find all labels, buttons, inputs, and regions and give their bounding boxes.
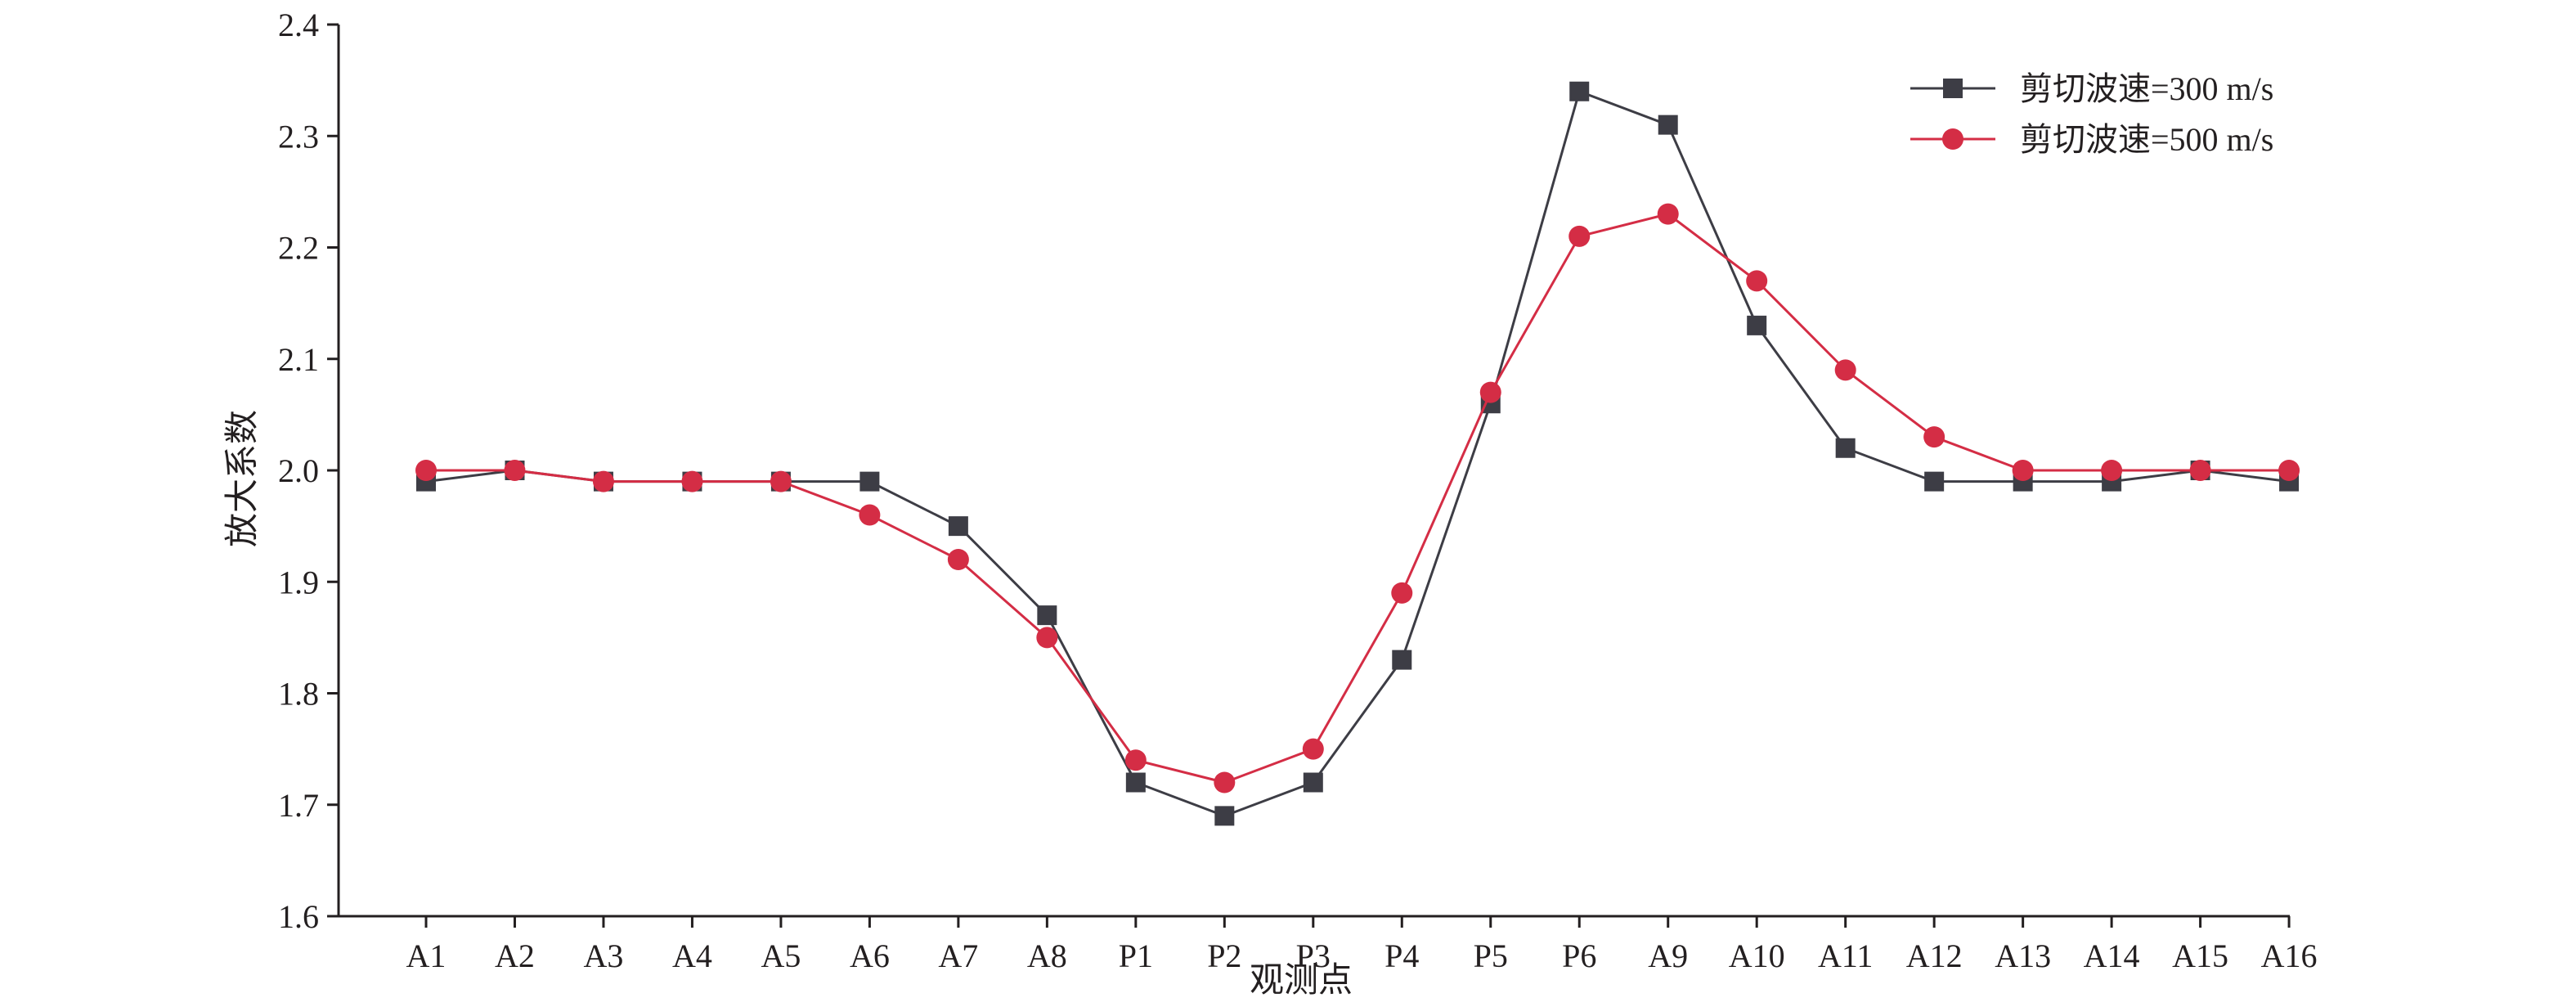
series-line bbox=[425, 89, 2290, 817]
y-tick-label: 1.8 bbox=[278, 676, 319, 713]
legend-marker-circle bbox=[1942, 128, 1963, 150]
legend-label-series-500: 剪切波速=500 m/s bbox=[2020, 121, 2273, 158]
y-axis-title: 放大系数 bbox=[224, 410, 262, 547]
series-line bbox=[426, 212, 2290, 784]
data-point-square bbox=[1658, 115, 1678, 135]
y-tick-label: 2.1 bbox=[278, 341, 319, 378]
data-point-square bbox=[1037, 605, 1057, 626]
data-point-square bbox=[1924, 471, 1945, 492]
data-point-circle bbox=[1923, 426, 1945, 448]
y-tick-label: 2.2 bbox=[278, 230, 319, 267]
data-point-square bbox=[1569, 81, 1590, 101]
data-point-circle bbox=[2101, 460, 2123, 481]
data-point-square bbox=[1392, 650, 1412, 670]
x-tick-label: A16 bbox=[2261, 937, 2318, 974]
data-point-circle bbox=[1746, 270, 1768, 292]
data-point-circle bbox=[1302, 738, 1324, 760]
x-tick-label: A1 bbox=[406, 937, 447, 974]
x-tick-label: A10 bbox=[1729, 937, 1785, 974]
series-layer bbox=[415, 81, 2300, 826]
x-tick-label: P5 bbox=[1474, 937, 1508, 974]
x-axis-title: 观测点 bbox=[1250, 962, 1353, 1000]
legend-marker-square bbox=[1943, 79, 1963, 98]
x-tick-label: A9 bbox=[1648, 937, 1688, 974]
x-tick-label: A5 bbox=[761, 937, 801, 974]
x-tick-label: A13 bbox=[1995, 937, 2051, 974]
data-point-circle bbox=[592, 470, 614, 492]
y-tick-label: 2.0 bbox=[278, 452, 319, 489]
y-tick-label: 2.4 bbox=[278, 7, 319, 43]
legend: 剪切波速=300 m/s 剪切波速=500 m/s bbox=[1910, 70, 2273, 158]
x-tick-label: A4 bbox=[672, 937, 712, 974]
data-point-circle bbox=[681, 470, 703, 492]
data-point-circle bbox=[2278, 460, 2300, 481]
data-point-square bbox=[948, 516, 968, 537]
data-point-circle bbox=[2012, 460, 2034, 481]
data-point-square bbox=[859, 471, 880, 492]
data-point-circle bbox=[2189, 460, 2211, 481]
series-0 bbox=[416, 81, 2300, 826]
x-tick-label: A6 bbox=[850, 937, 890, 974]
x-tick-label: A3 bbox=[584, 937, 624, 974]
x-tick-label: A7 bbox=[938, 937, 978, 974]
x-tick-label: A12 bbox=[1906, 937, 1963, 974]
x-tick-label: P4 bbox=[1384, 937, 1419, 974]
x-tick-label: P1 bbox=[1119, 937, 1153, 974]
data-point-square bbox=[1303, 772, 1323, 793]
x-tick-label: A11 bbox=[1818, 937, 1873, 974]
legend-item-series-500: 剪切波速=500 m/s bbox=[1910, 121, 2273, 158]
data-point-circle bbox=[1834, 359, 1856, 381]
data-point-circle bbox=[1479, 381, 1501, 403]
x-ticks: A1 A2 A3 A4 A5 A6 A7 A8 P1 P2 P3 P4 P5 P6 A9 A10 A11 A12 A… bbox=[406, 916, 2318, 974]
axes: 1.6 1.7 1.8 1.9 2.0 2.1 2.2 2.3 2.4 A1 A2 A3 A4 A5 A6… bbox=[278, 7, 2318, 974]
data-point-circle bbox=[415, 460, 437, 481]
x-tick-label: A15 bbox=[2172, 937, 2228, 974]
data-point-circle bbox=[770, 470, 792, 492]
data-point-circle bbox=[1124, 749, 1147, 771]
x-tick-label: A8 bbox=[1027, 937, 1067, 974]
data-point-square bbox=[1125, 772, 1146, 793]
data-point-circle bbox=[504, 460, 526, 481]
legend-label-series-300: 剪切波速=300 m/s bbox=[2020, 70, 2273, 107]
data-point-circle bbox=[859, 504, 881, 526]
data-point-square bbox=[1835, 438, 1856, 458]
data-point-square bbox=[1747, 315, 1767, 335]
data-point-circle bbox=[1391, 582, 1413, 604]
x-tick-label: P3 bbox=[1296, 937, 1331, 974]
data-point-circle bbox=[947, 549, 969, 570]
series-1 bbox=[415, 203, 2300, 793]
y-tick-label: 2.3 bbox=[278, 118, 319, 155]
data-point-circle bbox=[1657, 203, 1679, 225]
y-tick-label: 1.6 bbox=[278, 898, 319, 935]
data-point-circle bbox=[1036, 627, 1058, 649]
data-point-circle bbox=[1214, 771, 1236, 793]
x-tick-label: P2 bbox=[1207, 937, 1241, 974]
y-ticks: 1.6 1.7 1.8 1.9 2.0 2.1 2.2 2.3 2.4 bbox=[278, 7, 339, 935]
x-tick-label: A14 bbox=[2084, 937, 2140, 974]
data-point-circle bbox=[1568, 225, 1591, 247]
legend-item-series-300: 剪切波速=300 m/s bbox=[1910, 70, 2273, 107]
y-tick-label: 1.9 bbox=[278, 564, 319, 600]
x-tick-label: P6 bbox=[1562, 937, 1596, 974]
data-point-square bbox=[1214, 806, 1235, 826]
y-tick-label: 1.7 bbox=[278, 787, 319, 824]
x-tick-label: A2 bbox=[495, 937, 535, 974]
